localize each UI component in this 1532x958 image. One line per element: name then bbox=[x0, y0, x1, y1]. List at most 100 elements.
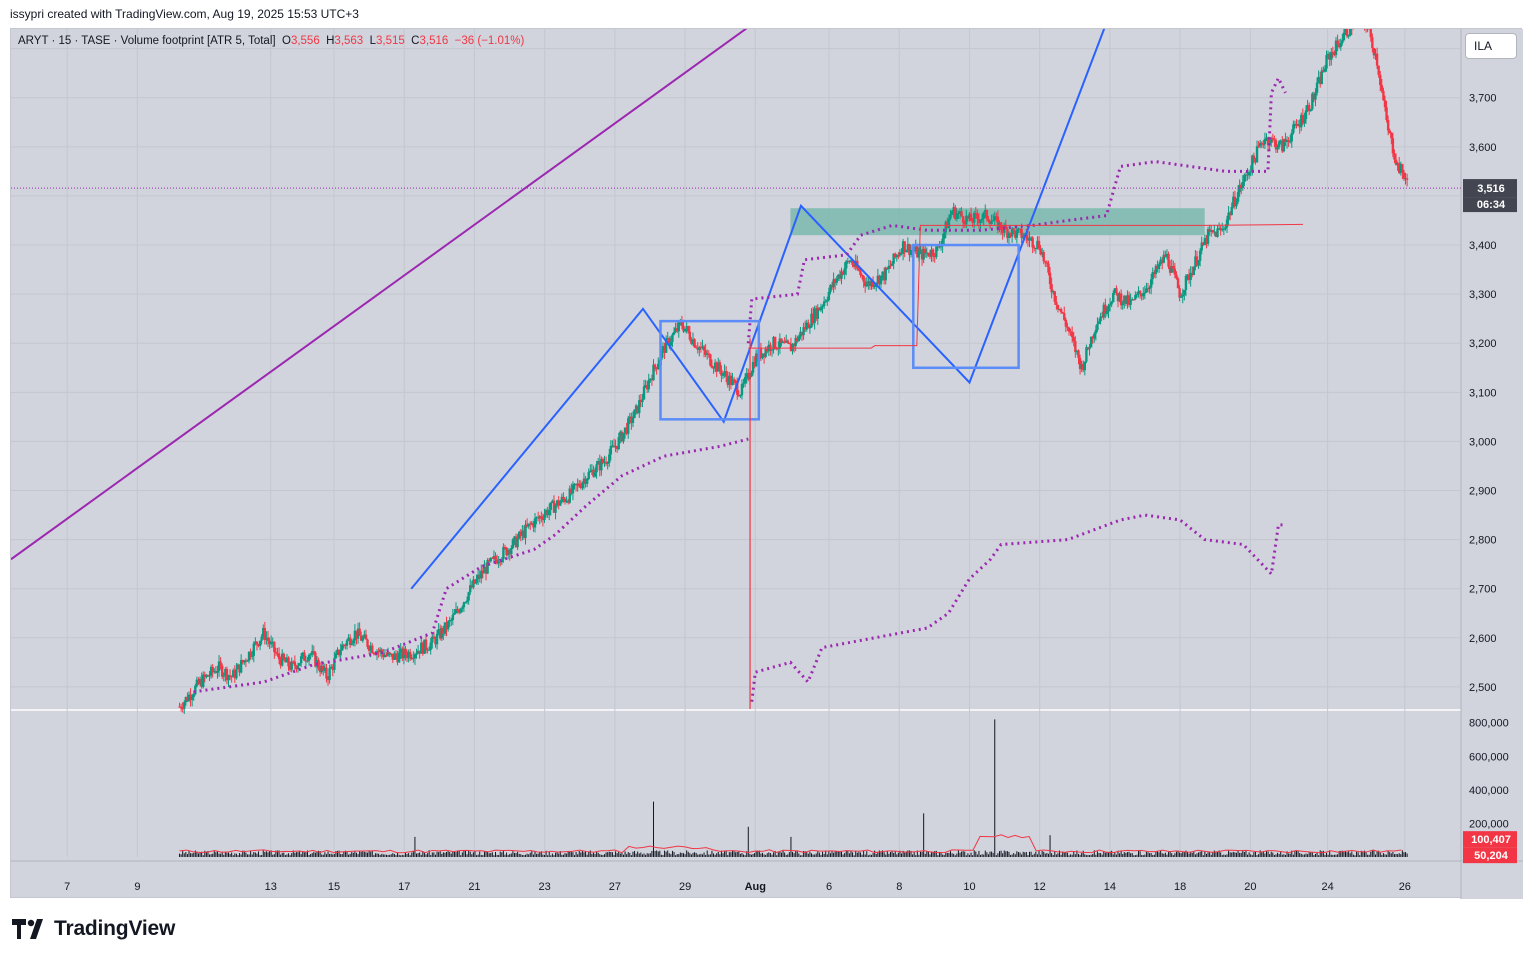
candle-body bbox=[1113, 288, 1117, 294]
candle-body bbox=[1271, 138, 1275, 140]
tradingview-logo[interactable]: TradingView bbox=[12, 916, 175, 942]
candle-body bbox=[1273, 139, 1276, 141]
candle-body bbox=[687, 326, 690, 332]
candle-body bbox=[1320, 70, 1323, 84]
candle-body bbox=[868, 281, 872, 287]
candle-body bbox=[1208, 229, 1211, 232]
candle-body bbox=[293, 661, 297, 666]
candle-body bbox=[936, 246, 940, 248]
candle-body bbox=[1301, 114, 1305, 124]
candle-body bbox=[341, 644, 344, 651]
candle-body bbox=[1063, 313, 1066, 320]
candle-body bbox=[1099, 316, 1102, 322]
candle-body bbox=[815, 308, 818, 319]
candle-body bbox=[845, 261, 848, 269]
candle-body bbox=[1145, 288, 1148, 293]
candle-body bbox=[1300, 114, 1303, 128]
candle-body bbox=[625, 427, 628, 434]
candle-body bbox=[317, 660, 320, 669]
candle-body bbox=[1004, 225, 1008, 229]
candle-body bbox=[775, 348, 778, 350]
candle-body bbox=[726, 376, 729, 385]
candle-body bbox=[851, 260, 854, 265]
candle-body bbox=[1175, 274, 1178, 279]
candle-body bbox=[650, 378, 654, 381]
candle-body bbox=[420, 642, 423, 654]
candle-body bbox=[371, 645, 374, 653]
candle-body bbox=[516, 538, 519, 548]
candle-body bbox=[304, 660, 308, 662]
candle-body bbox=[219, 661, 222, 666]
legend-open-label: O bbox=[281, 35, 291, 47]
candle-body bbox=[1244, 174, 1248, 176]
candle-body bbox=[269, 641, 273, 645]
candle-body bbox=[213, 671, 216, 673]
candle-body bbox=[1385, 107, 1388, 121]
candle-body bbox=[1377, 65, 1380, 75]
candle-body bbox=[541, 518, 545, 521]
candle-body bbox=[1251, 155, 1254, 172]
candle-body bbox=[996, 216, 1000, 230]
candle-body bbox=[390, 653, 393, 655]
candle-body bbox=[808, 327, 812, 329]
candle-body bbox=[396, 656, 399, 663]
candle-body bbox=[434, 638, 437, 645]
candle-body bbox=[1039, 248, 1042, 255]
legend-low-label: L bbox=[369, 35, 376, 47]
currency-button[interactable]: ILA bbox=[1465, 33, 1517, 59]
volume-last-tag bbox=[1463, 847, 1517, 864]
candle-body bbox=[766, 349, 769, 352]
candle-body bbox=[1178, 288, 1181, 298]
candle-body bbox=[347, 637, 350, 641]
candle-body bbox=[718, 362, 722, 371]
candle-body bbox=[238, 664, 241, 673]
candle-body bbox=[865, 283, 868, 287]
candle-body bbox=[1371, 37, 1374, 48]
candle-body bbox=[412, 657, 415, 659]
chart-pane[interactable]: 2,500 2,600 2,700 2,800 2,900 3,000 3,100 3,200… bbox=[10, 28, 1523, 899]
candle-body bbox=[633, 409, 636, 418]
candle-body bbox=[1401, 164, 1404, 173]
candle-body bbox=[601, 459, 605, 463]
candle-body bbox=[833, 279, 837, 283]
candle-body bbox=[813, 308, 816, 324]
candle-body bbox=[1110, 302, 1113, 305]
candle-body bbox=[713, 362, 717, 369]
volume-last-value: 50,204 bbox=[1474, 850, 1509, 862]
time-tick-label: 13 bbox=[265, 881, 277, 893]
candle-body bbox=[947, 218, 951, 229]
candle-body bbox=[473, 579, 477, 584]
candle-body bbox=[1213, 231, 1216, 233]
candle-body bbox=[1131, 299, 1134, 301]
candle-body bbox=[991, 220, 995, 222]
candle-body bbox=[1197, 260, 1200, 266]
candle-body bbox=[960, 211, 963, 217]
candle-body bbox=[1386, 120, 1390, 131]
countdown-value: 06:34 bbox=[1477, 199, 1506, 211]
candle-body bbox=[669, 341, 673, 346]
candle-body bbox=[1241, 181, 1244, 188]
candle-body bbox=[1374, 53, 1377, 56]
candle-body bbox=[206, 675, 210, 677]
candle-body bbox=[494, 555, 497, 560]
candle-body bbox=[179, 706, 183, 709]
candle-body bbox=[859, 270, 862, 276]
candle-body bbox=[661, 346, 665, 352]
candle-body bbox=[762, 353, 766, 357]
candle-body bbox=[628, 416, 631, 419]
candle-body bbox=[532, 522, 535, 528]
candle-body bbox=[764, 349, 767, 357]
candle-body bbox=[636, 405, 639, 414]
candle-body bbox=[698, 347, 701, 350]
candle-body bbox=[706, 353, 709, 355]
candle-body bbox=[465, 600, 469, 603]
candle-body bbox=[612, 445, 616, 448]
candle-body bbox=[638, 400, 641, 414]
candle-body bbox=[296, 665, 300, 670]
candle-body bbox=[759, 348, 763, 359]
candle-body bbox=[1379, 74, 1382, 86]
candle-body bbox=[1214, 231, 1218, 237]
candle-body bbox=[250, 655, 254, 657]
chart-canvas[interactable]: 2,500 2,600 2,700 2,800 2,900 3,000 3,100 3,200… bbox=[11, 29, 1523, 899]
candle-body bbox=[838, 274, 842, 279]
